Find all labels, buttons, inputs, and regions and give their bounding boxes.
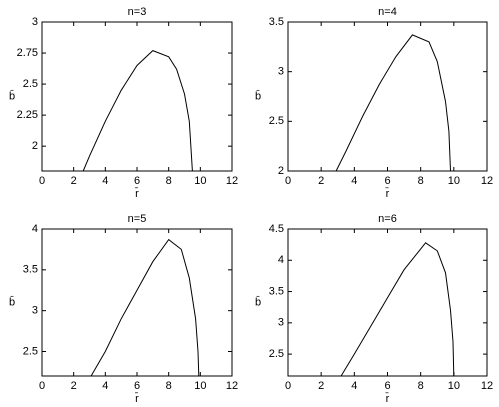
x-tick-label: 12 xyxy=(226,380,238,392)
x-axis-label: r̄ xyxy=(385,392,390,405)
x-tick-label: 8 xyxy=(166,175,172,187)
y-tick-label: 2.5 xyxy=(23,345,38,357)
y-tick-label: 2.5 xyxy=(269,115,284,127)
axes-box xyxy=(41,228,233,377)
curve xyxy=(82,50,193,172)
x-tick-label: 4 xyxy=(351,380,357,392)
x-tick-label: 8 xyxy=(418,380,424,392)
x-tick-label: 2 xyxy=(71,175,77,187)
x-tick-label: 6 xyxy=(384,380,390,392)
axes-box xyxy=(41,21,233,172)
axes-box xyxy=(287,228,488,377)
x-tick-label: 12 xyxy=(481,175,493,187)
subplot-title: n=4 xyxy=(378,6,397,18)
x-tick-label: 4 xyxy=(102,380,108,392)
x-tick-label: 10 xyxy=(448,175,460,187)
x-tick-label: 10 xyxy=(194,380,206,392)
x-tick-label: 4 xyxy=(102,175,108,187)
x-tick-label: 8 xyxy=(166,380,172,392)
x-tick-label: 12 xyxy=(481,380,493,392)
subplot-title: n=3 xyxy=(128,6,147,18)
x-tick-label: 8 xyxy=(418,175,424,187)
subplot-title: n=5 xyxy=(128,213,147,225)
y-tick-label: 2 xyxy=(278,165,284,177)
x-tick-label: 2 xyxy=(71,380,77,392)
y-axis-label: b̄ xyxy=(9,296,15,309)
axes-box xyxy=(287,21,488,172)
y-tick-label: 3.5 xyxy=(269,16,284,28)
curve xyxy=(340,242,455,377)
x-tick-label: 0 xyxy=(285,175,291,187)
x-tick-label: 0 xyxy=(285,380,291,392)
y-axis-label: b̄ xyxy=(255,296,261,309)
y-tick-label: 3.5 xyxy=(269,285,284,297)
x-tick-label: 6 xyxy=(384,175,390,187)
y-tick-label: 3 xyxy=(278,66,284,78)
y-tick-label: 3 xyxy=(32,305,38,317)
x-axis-label: r̄ xyxy=(134,187,139,200)
y-tick-label: 3.5 xyxy=(23,264,38,276)
x-tick-label: 10 xyxy=(448,380,460,392)
y-axis-label: b̄ xyxy=(255,90,261,103)
y-tick-label: 2.5 xyxy=(269,348,284,360)
x-tick-label: 10 xyxy=(194,175,206,187)
y-tick-label: 2.5 xyxy=(23,78,38,90)
x-axis-label: r̄ xyxy=(385,187,390,200)
y-tick-label: 2 xyxy=(32,140,38,152)
x-tick-label: 2 xyxy=(318,175,324,187)
subplot-title: n=6 xyxy=(378,213,397,225)
x-tick-label: 0 xyxy=(39,380,45,392)
y-tick-label: 2.75 xyxy=(17,47,38,59)
x-tick-label: 4 xyxy=(351,175,357,187)
x-tick-label: 6 xyxy=(134,175,140,187)
y-tick-label: 3 xyxy=(278,317,284,329)
x-axis-label: r̄ xyxy=(134,392,139,405)
x-tick-label: 12 xyxy=(226,175,238,187)
y-tick-label: 4.5 xyxy=(269,223,284,235)
x-tick-label: 6 xyxy=(134,380,140,392)
y-tick-label: 4 xyxy=(32,223,38,235)
curve xyxy=(335,34,451,172)
y-axis-label: b̄ xyxy=(9,90,15,103)
x-tick-label: 0 xyxy=(39,175,45,187)
y-tick-label: 2.25 xyxy=(17,109,38,121)
x-tick-label: 2 xyxy=(318,380,324,392)
curve xyxy=(90,238,200,377)
y-tick-label: 4 xyxy=(278,254,284,266)
y-tick-label: 3 xyxy=(32,16,38,28)
